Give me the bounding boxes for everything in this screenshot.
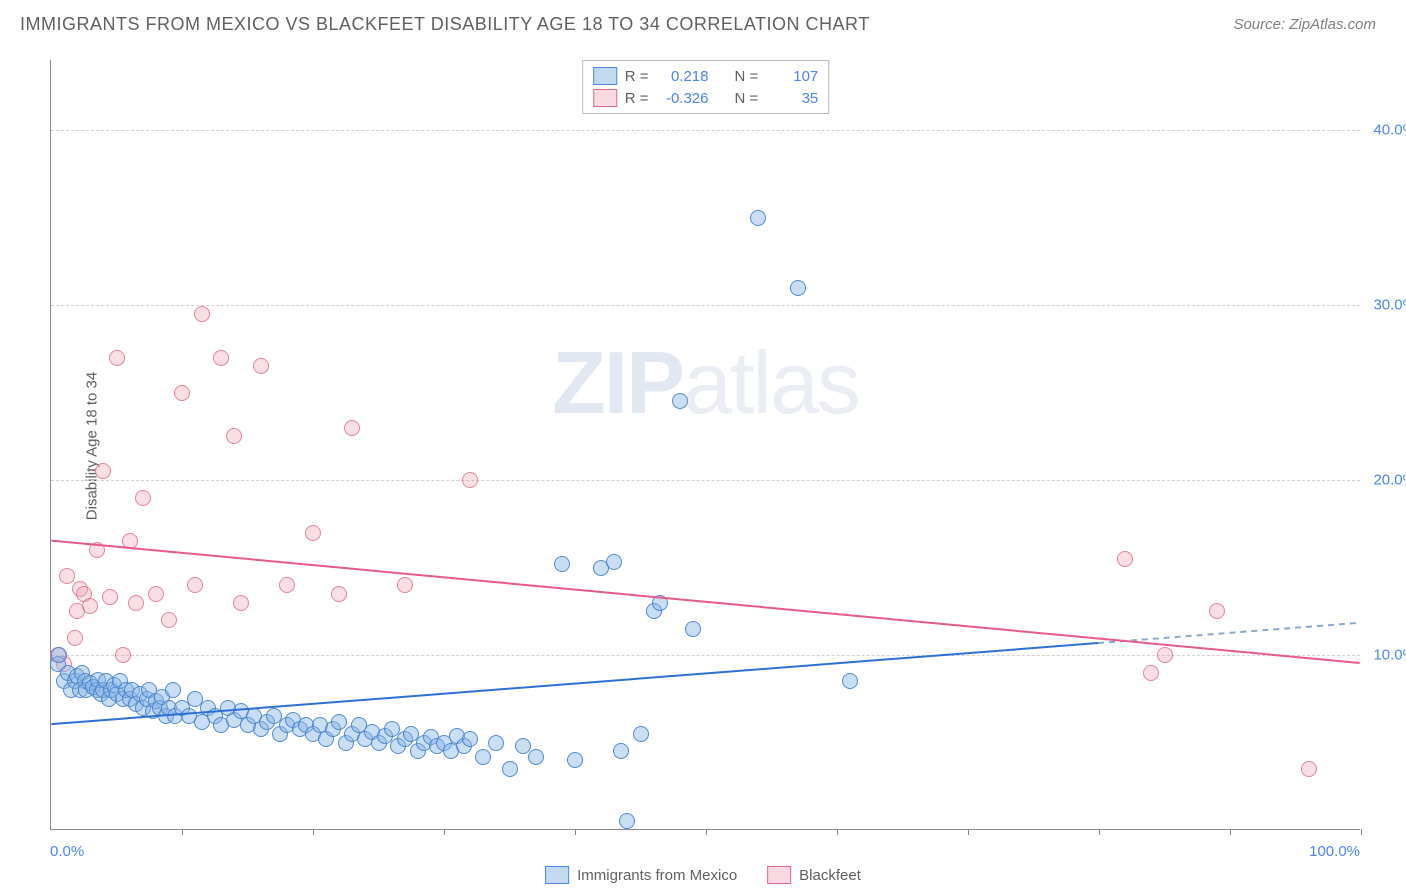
y-tick-label: 10.0%	[1373, 647, 1406, 664]
scatter-point-blue	[488, 735, 504, 751]
legend-item-pink: Blackfeet	[767, 866, 861, 884]
swatch-blue	[593, 67, 617, 85]
scatter-point-blue	[165, 682, 181, 698]
x-tick	[575, 829, 576, 835]
scatter-point-pink	[1157, 647, 1173, 663]
stats-legend: R = 0.218 N = 107 R = -0.326 N = 35	[582, 60, 830, 114]
bottom-legend: Immigrants from Mexico Blackfeet	[545, 866, 861, 884]
scatter-point-blue	[652, 595, 668, 611]
scatter-point-blue	[613, 743, 629, 759]
legend-swatch-pink	[767, 866, 791, 884]
scatter-point-blue	[528, 749, 544, 765]
scatter-point-pink	[226, 428, 242, 444]
scatter-point-blue	[554, 556, 570, 572]
scatter-point-pink	[135, 490, 151, 506]
scatter-point-pink	[115, 647, 131, 663]
scatter-point-pink	[67, 630, 83, 646]
swatch-pink	[593, 89, 617, 107]
x-tick	[968, 829, 969, 835]
trend-line	[1098, 623, 1360, 643]
scatter-point-blue	[51, 647, 67, 663]
r-label-2: R =	[625, 90, 649, 107]
legend-label-pink: Blackfeet	[799, 867, 861, 884]
gridline	[51, 305, 1360, 306]
scatter-point-pink	[95, 463, 111, 479]
scatter-point-pink	[331, 586, 347, 602]
scatter-point-blue	[633, 726, 649, 742]
scatter-point-blue	[750, 210, 766, 226]
scatter-point-pink	[89, 542, 105, 558]
scatter-point-blue	[502, 761, 518, 777]
watermark-rest: atlas	[683, 333, 859, 432]
legend-swatch-blue	[545, 866, 569, 884]
y-tick-label: 30.0%	[1373, 297, 1406, 314]
scatter-point-pink	[174, 385, 190, 401]
scatter-point-blue	[790, 280, 806, 296]
scatter-point-pink	[1301, 761, 1317, 777]
x-tick	[313, 829, 314, 835]
watermark: ZIPatlas	[552, 332, 859, 434]
scatter-point-pink	[305, 525, 321, 541]
scatter-point-pink	[59, 568, 75, 584]
scatter-point-pink	[148, 586, 164, 602]
scatter-point-pink	[161, 612, 177, 628]
scatter-point-pink	[279, 577, 295, 593]
scatter-point-pink	[213, 350, 229, 366]
scatter-point-pink	[1117, 551, 1133, 567]
scatter-point-blue	[672, 393, 688, 409]
r-label: R =	[625, 68, 649, 85]
scatter-point-blue	[606, 554, 622, 570]
watermark-bold: ZIP	[552, 333, 683, 432]
scatter-point-pink	[128, 595, 144, 611]
x-axis-max-label: 100.0%	[1309, 843, 1360, 860]
scatter-point-pink	[462, 472, 478, 488]
pink-r-value: -0.326	[657, 90, 709, 107]
x-tick	[1099, 829, 1100, 835]
plot-area: ZIPatlas R = 0.218 N = 107 R = -0.326 N …	[50, 60, 1360, 830]
x-tick	[1230, 829, 1231, 835]
scatter-point-pink	[253, 358, 269, 374]
scatter-point-pink	[1209, 603, 1225, 619]
stats-row-blue: R = 0.218 N = 107	[593, 65, 819, 87]
y-tick-label: 20.0%	[1373, 472, 1406, 489]
scatter-point-pink	[233, 595, 249, 611]
x-tick	[837, 829, 838, 835]
blue-r-value: 0.218	[657, 68, 709, 85]
scatter-point-blue	[475, 749, 491, 765]
scatter-point-pink	[187, 577, 203, 593]
scatter-point-blue	[842, 673, 858, 689]
blue-n-value: 107	[766, 68, 818, 85]
scatter-point-pink	[1143, 665, 1159, 681]
legend-label-blue: Immigrants from Mexico	[577, 867, 737, 884]
stats-row-pink: R = -0.326 N = 35	[593, 87, 819, 109]
pink-n-value: 35	[766, 90, 818, 107]
x-tick	[182, 829, 183, 835]
x-tick	[444, 829, 445, 835]
scatter-point-pink	[109, 350, 125, 366]
scatter-point-pink	[102, 589, 118, 605]
scatter-point-blue	[619, 813, 635, 829]
scatter-point-pink	[194, 306, 210, 322]
gridline	[51, 480, 1360, 481]
scatter-point-pink	[344, 420, 360, 436]
scatter-point-pink	[397, 577, 413, 593]
scatter-point-blue	[685, 621, 701, 637]
gridline	[51, 130, 1360, 131]
n-label-2: N =	[735, 90, 759, 107]
y-tick-label: 40.0%	[1373, 122, 1406, 139]
scatter-point-pink	[122, 533, 138, 549]
x-axis-min-label: 0.0%	[50, 843, 84, 860]
n-label: N =	[735, 68, 759, 85]
scatter-point-blue	[331, 714, 347, 730]
chart-title: IMMIGRANTS FROM MEXICO VS BLACKFEET DISA…	[20, 14, 870, 35]
scatter-point-blue	[462, 731, 478, 747]
legend-item-blue: Immigrants from Mexico	[545, 866, 737, 884]
scatter-point-blue	[567, 752, 583, 768]
x-tick	[1361, 829, 1362, 835]
source-citation: Source: ZipAtlas.com	[1233, 16, 1376, 33]
x-tick	[706, 829, 707, 835]
scatter-point-pink	[82, 598, 98, 614]
